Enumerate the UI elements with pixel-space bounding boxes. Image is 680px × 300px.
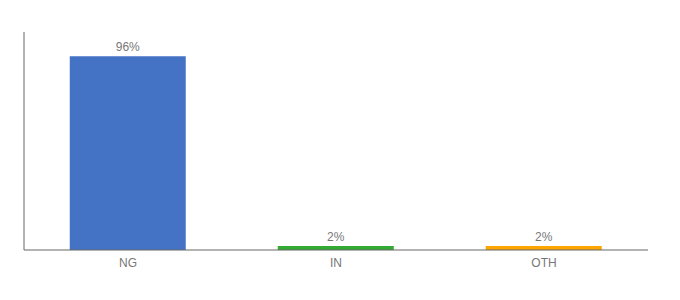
svg-text:OTH: OTH xyxy=(531,256,556,270)
svg-text:2%: 2% xyxy=(535,230,553,244)
svg-text:NG: NG xyxy=(119,256,137,270)
svg-text:96%: 96% xyxy=(116,40,140,54)
svg-text:IN: IN xyxy=(330,256,342,270)
svg-text:2%: 2% xyxy=(327,230,345,244)
